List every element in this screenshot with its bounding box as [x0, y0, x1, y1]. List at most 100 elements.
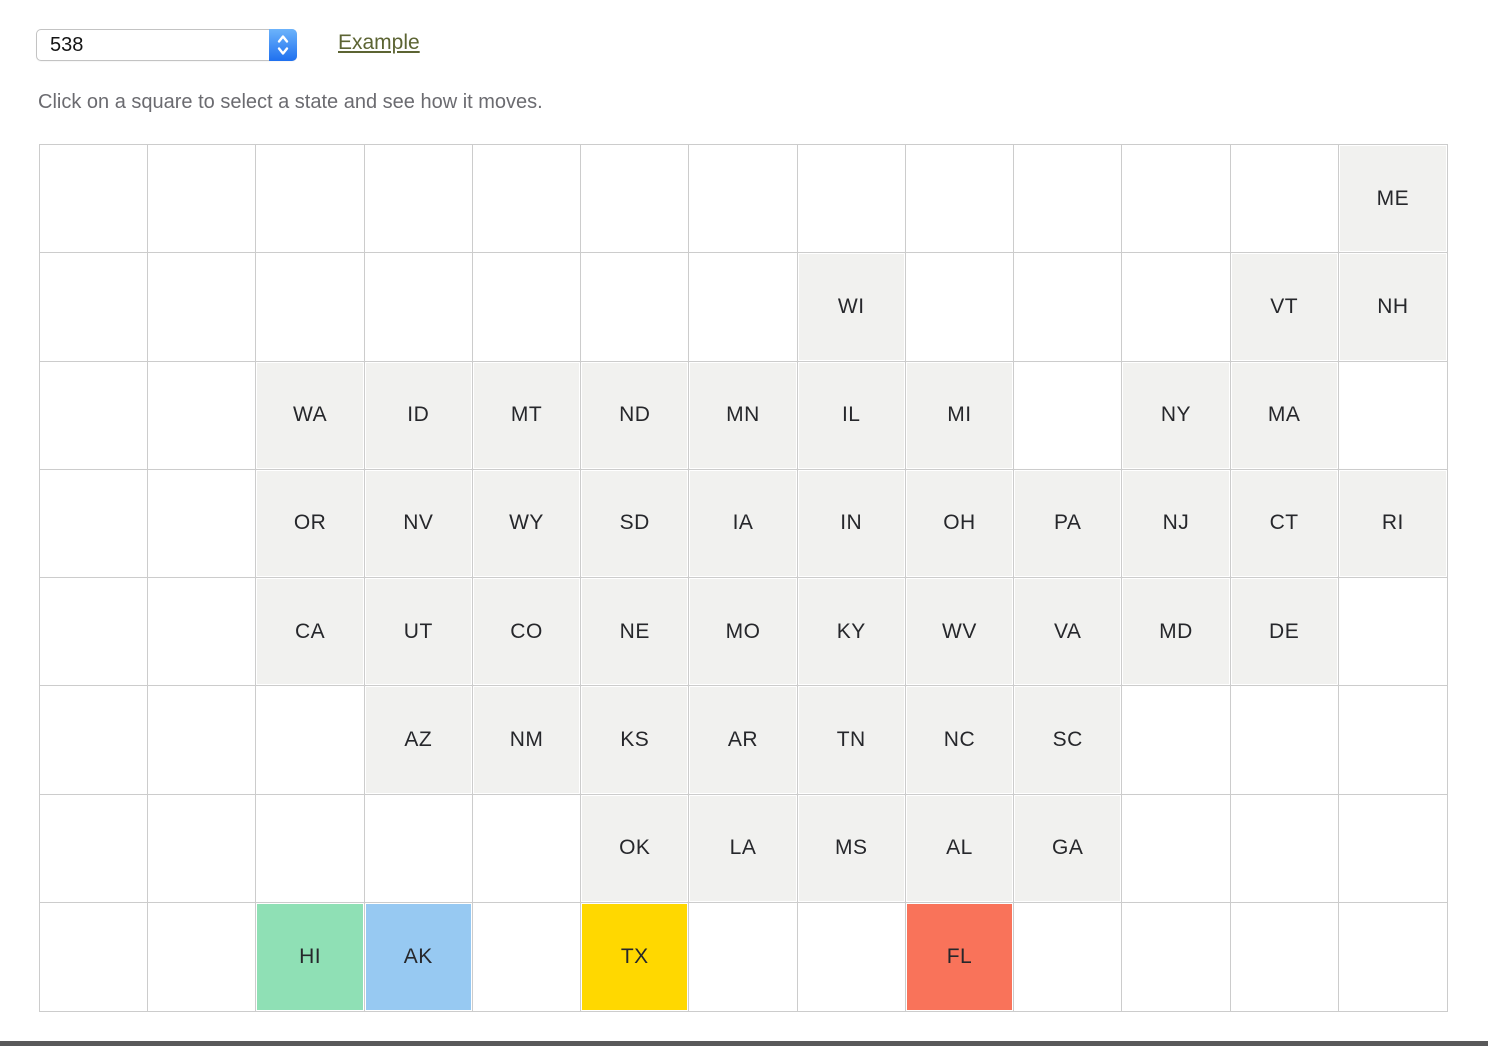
state-tile-ma[interactable]: MA — [1231, 362, 1337, 468]
state-tile-tx[interactable]: TX — [582, 903, 688, 1010]
grid-cell: WI — [797, 253, 906, 362]
state-tile-sc[interactable]: SC — [1015, 687, 1121, 793]
state-tile-label: MA — [1267, 403, 1301, 427]
state-tile-ms[interactable]: MS — [798, 795, 904, 901]
state-tile-ar[interactable]: AR — [690, 687, 796, 793]
state-tile-nc[interactable]: NC — [906, 687, 1013, 793]
state-tile-ny[interactable]: NY — [1123, 362, 1229, 468]
state-tile-co[interactable]: CO — [473, 579, 580, 685]
state-tile-label: MI — [947, 403, 972, 427]
grid-cell: DE — [1230, 578, 1339, 687]
state-tile-ks[interactable]: KS — [582, 687, 688, 793]
state-tile-in[interactable]: IN — [798, 470, 904, 576]
grid-cell — [1231, 902, 1339, 1011]
state-tile-va[interactable]: VA — [1015, 579, 1121, 685]
grid-cell: IA — [689, 469, 798, 578]
state-tile-md[interactable]: MD — [1123, 579, 1229, 685]
grid-cell — [148, 469, 257, 578]
state-tile-label: HI — [299, 944, 322, 968]
state-tile-label: ME — [1376, 186, 1410, 210]
state-tile-label: MO — [725, 619, 761, 643]
state-tile-de[interactable]: DE — [1231, 579, 1337, 685]
instruction-text: Click on a square to select a state and … — [38, 91, 543, 113]
state-tile-mi[interactable]: MI — [906, 362, 1013, 468]
state-tile-vt[interactable]: VT — [1231, 254, 1337, 360]
state-tile-ga[interactable]: GA — [1015, 795, 1121, 901]
grid-cell: ND — [581, 361, 690, 470]
state-tile-mt[interactable]: MT — [473, 362, 580, 468]
grid-cell — [364, 145, 473, 254]
state-tile-label: AK — [403, 944, 433, 968]
grid-cell: KS — [581, 686, 690, 795]
grid-cell — [689, 145, 798, 254]
grid-cell: NV — [364, 469, 473, 578]
grid-cell: KY — [797, 578, 906, 687]
state-tile-az[interactable]: AZ — [365, 687, 471, 793]
state-tile-pa[interactable]: PA — [1015, 470, 1121, 576]
state-tile-or[interactable]: OR — [257, 470, 363, 576]
state-tile-ky[interactable]: KY — [798, 579, 904, 685]
state-tile-ut[interactable]: UT — [365, 579, 471, 685]
state-tile-label: TX — [620, 944, 649, 968]
state-tile-me[interactable]: ME — [1339, 146, 1446, 252]
grid-cell — [1338, 362, 1447, 470]
grid-cell — [148, 686, 257, 795]
state-tile-il[interactable]: IL — [798, 362, 904, 468]
grid-cell — [364, 794, 473, 903]
state-tile-wy[interactable]: WY — [473, 470, 580, 576]
grid-cell — [364, 253, 473, 362]
state-tile-label: SC — [1052, 727, 1083, 751]
state-tile-ak[interactable]: AK — [365, 903, 471, 1010]
grid-cell — [1122, 902, 1231, 1011]
state-tile-label: ID — [407, 403, 430, 427]
state-tile-label: IA — [732, 511, 754, 535]
grid-cell: OK — [581, 794, 690, 903]
grid-cell — [1014, 902, 1123, 1011]
state-tile-tn[interactable]: TN — [798, 687, 904, 793]
grid-cell: SC — [1014, 686, 1123, 795]
grid-cell — [40, 145, 149, 254]
state-tile-wi[interactable]: WI — [798, 254, 904, 360]
state-tile-label: CA — [294, 619, 326, 643]
state-tile-label: KY — [836, 619, 866, 643]
state-tile-fl[interactable]: FL — [906, 903, 1013, 1010]
state-tile-ne[interactable]: NE — [582, 579, 688, 685]
state-tile-sd[interactable]: SD — [582, 470, 688, 576]
grid-cell: SD — [581, 469, 690, 578]
grid-cell: AL — [905, 794, 1015, 903]
state-tile-label: MS — [834, 836, 868, 860]
bottom-divider — [0, 1041, 1488, 1046]
state-tile-label: NE — [619, 619, 650, 643]
state-tile-label: GA — [1052, 836, 1084, 860]
example-link[interactable]: Example — [338, 31, 420, 54]
grid-cell — [472, 145, 582, 254]
state-tile-mo[interactable]: MO — [690, 579, 796, 685]
state-tile-nv[interactable]: NV — [365, 470, 471, 576]
state-tile-hi[interactable]: HI — [257, 903, 363, 1010]
state-tile-ri[interactable]: RI — [1339, 470, 1446, 576]
state-tile-nh[interactable]: NH — [1339, 254, 1446, 360]
state-tile-wv[interactable]: WV — [906, 579, 1013, 685]
version-select[interactable]: 538 — [36, 29, 297, 61]
state-tile-al[interactable]: AL — [906, 795, 1013, 901]
state-tile-wa[interactable]: WA — [257, 362, 363, 468]
state-tile-ct[interactable]: CT — [1231, 470, 1337, 576]
state-tile-ca[interactable]: CA — [257, 579, 363, 685]
state-tile-nj[interactable]: NJ — [1123, 470, 1229, 576]
state-tile-ok[interactable]: OK — [582, 795, 688, 901]
state-tile-label: KS — [620, 727, 650, 751]
grid-cell — [1014, 361, 1123, 470]
grid-cell — [1230, 145, 1339, 254]
grid-cell — [1122, 794, 1231, 903]
state-tile-id[interactable]: ID — [365, 362, 471, 468]
state-tile-la[interactable]: LA — [690, 795, 796, 901]
state-tile-nd[interactable]: ND — [582, 362, 688, 468]
select-stepper-icon[interactable] — [269, 29, 297, 61]
state-tile-ia[interactable]: IA — [690, 470, 796, 576]
state-tile-nm[interactable]: NM — [473, 687, 580, 793]
state-tile-label: FL — [946, 944, 973, 968]
state-tile-label: AL — [946, 836, 973, 860]
grid-cell: NY — [1122, 361, 1231, 470]
state-tile-oh[interactable]: OH — [906, 470, 1013, 576]
state-tile-mn[interactable]: MN — [690, 362, 796, 468]
